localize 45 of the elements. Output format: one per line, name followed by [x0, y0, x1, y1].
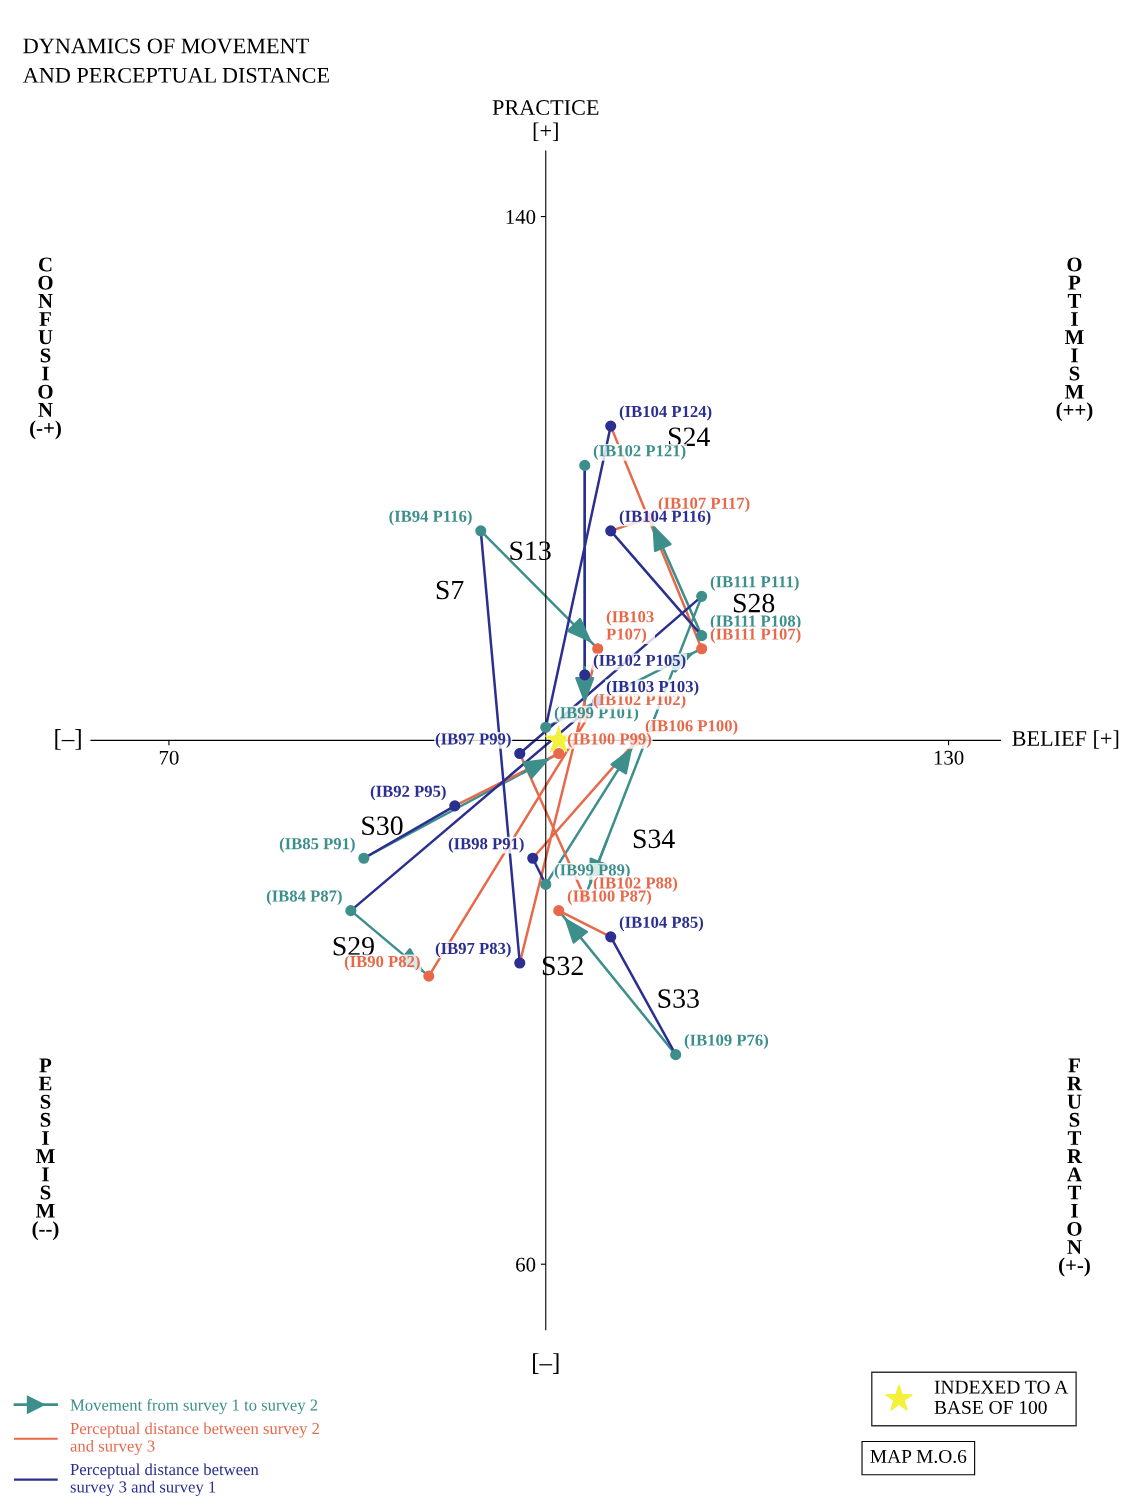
- annotation: (IB85 P91): [279, 837, 355, 853]
- annotation: S34: [633, 829, 675, 849]
- annotation: S28: [733, 593, 775, 613]
- annotation: S29: [333, 936, 374, 956]
- text: FRUSTRATION (+-): [1059, 1058, 1090, 1277]
- annotation: (IB106 P100): [645, 719, 738, 735]
- annotation: (IB100 P99): [567, 732, 652, 748]
- legend-label: INDEXED TO A BASE OF 100: [934, 1380, 1069, 1414]
- text: [–]: [55, 729, 81, 750]
- x-tick-label: 130: [934, 750, 964, 765]
- annotation: S30: [362, 816, 403, 836]
- annotation: (IB97 P83): [435, 942, 511, 958]
- annotation: (IB97 P99): [435, 732, 511, 748]
- annotation: (IB84 P87): [266, 889, 342, 906]
- legend-label: Perceptual distance between survey 3 and survey 1: [70, 1463, 259, 1496]
- legend-label: Movement from survey 1 to survey 2: [70, 1398, 318, 1415]
- annotation: S24: [668, 427, 710, 447]
- annotation: (IB102 P121): [593, 444, 686, 460]
- annotation: (IB102 P105): [593, 654, 686, 670]
- annotation: (IB111 P107): [710, 628, 801, 644]
- text: [–]: [533, 1353, 559, 1374]
- annotation: (IB90 P82): [344, 955, 420, 971]
- y-axis-title: PRACTICE [+]: [492, 100, 599, 142]
- chart-title: DYNAMICS OF MOVEMENT AND PERCEPTUAL DISTANCE: [22, 38, 329, 83]
- annotation: (IB98 P91): [448, 837, 524, 853]
- y-tick-label: 140: [506, 209, 536, 225]
- text: PESSIMISM (--): [32, 1058, 59, 1241]
- x-axis-title: BELIEF [+]: [1012, 730, 1119, 749]
- annotation: (IB104 P124): [619, 405, 712, 421]
- annotation: (IB111 P108): [710, 614, 801, 631]
- text: MAP M.O.6: [870, 1449, 967, 1464]
- annotation: (IB94 P116): [389, 510, 472, 526]
- text: OPTIMISM (++): [1056, 257, 1093, 422]
- legend-label: Perceptual distance between survey 2 and survey 3: [70, 1422, 319, 1456]
- text: CONFUSION (-+): [30, 257, 61, 440]
- annotation: (IB92 P95): [370, 785, 446, 801]
- annotation: (IB111 P111): [710, 575, 799, 591]
- annotation: S33: [658, 989, 699, 1008]
- annotation: (IB103 P107): [606, 610, 654, 644]
- annotation: (IB104 P85): [619, 916, 704, 932]
- annotation: (IB109 P76): [684, 1034, 769, 1050]
- x-tick-label: 70: [159, 750, 179, 765]
- annotation: (IB100 P87): [567, 889, 652, 906]
- y-tick-label: 60: [516, 1257, 536, 1272]
- annotation: S7: [436, 580, 464, 600]
